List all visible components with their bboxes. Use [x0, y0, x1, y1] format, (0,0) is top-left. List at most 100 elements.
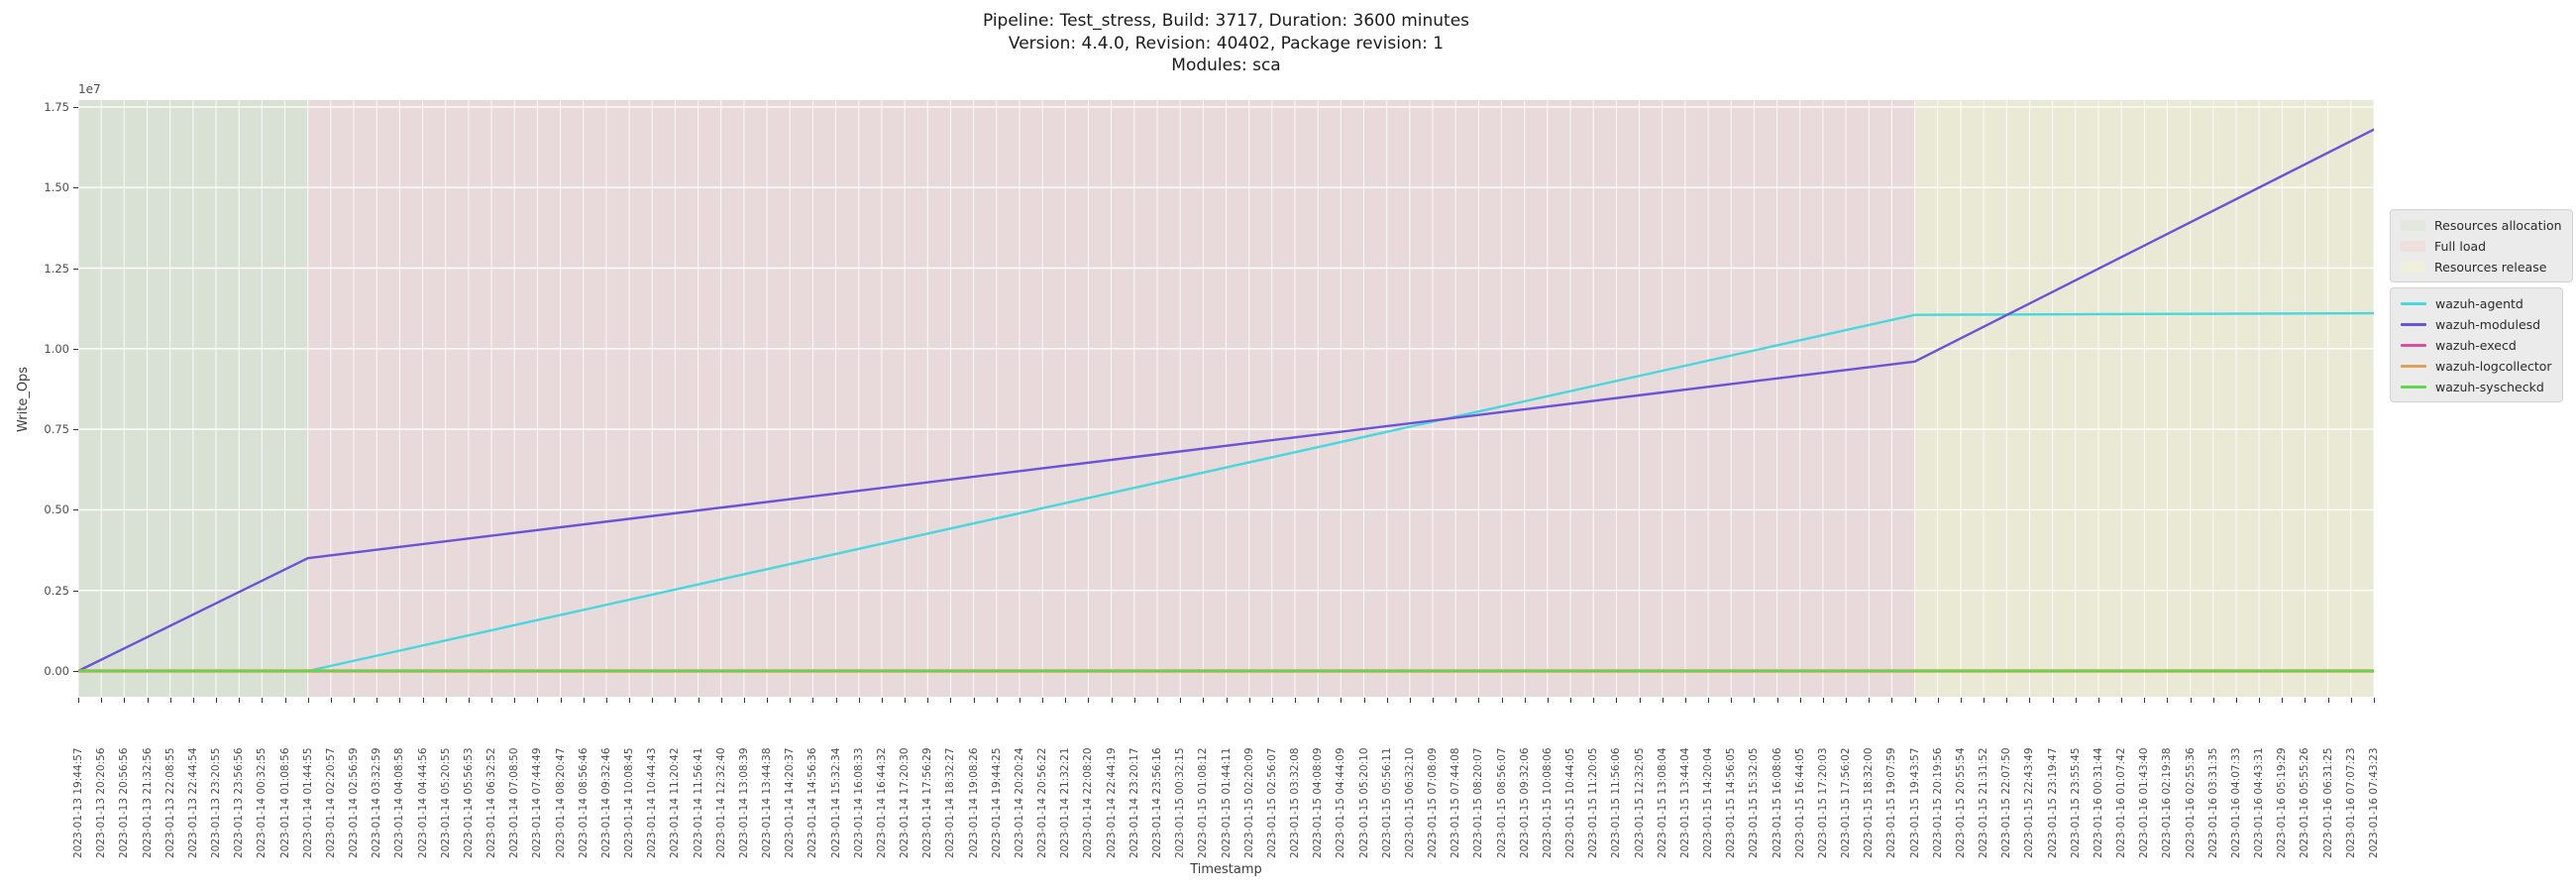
x-tick-label: 2023-01-14 01:44:55	[301, 747, 314, 858]
legend-series-label: wazuh-logcollector	[2435, 358, 2552, 374]
x-tick-mark	[514, 698, 516, 703]
x-tick-label: 2023-01-15 01:44:11	[1220, 747, 1233, 858]
x-tick-label: 2023-01-14 21:32:21	[1059, 747, 1072, 858]
x-tick-mark	[78, 698, 79, 703]
x-tick-label: 2023-01-14 18:32:27	[944, 747, 957, 858]
x-tick-label: 2023-01-14 14:20:37	[784, 747, 797, 858]
y-tick-label: 0.50	[44, 502, 69, 517]
x-tick-label: 2023-01-14 03:32:59	[371, 747, 383, 858]
x-tick-mark	[1731, 698, 1733, 703]
x-tick-mark	[399, 698, 401, 703]
x-tick-label: 2023-01-13 20:20:56	[95, 747, 108, 858]
x-tick-label: 2023-01-15 06:32:10	[1403, 747, 1416, 858]
x-tick-mark	[537, 698, 539, 703]
x-tick-mark	[2259, 698, 2261, 703]
x-tick-label: 2023-01-14 02:20:57	[324, 747, 337, 858]
x-tick-label: 2023-01-14 19:44:25	[990, 747, 1003, 858]
x-tick-mark	[858, 698, 860, 703]
x-tick-label: 2023-01-15 21:31:52	[1978, 747, 1990, 858]
x-tick-mark	[2374, 698, 2375, 703]
x-tick-mark	[881, 698, 883, 703]
legend-row-series: wazuh-modulesd	[2401, 316, 2552, 332]
x-tick-label: 2023-01-16 07:07:23	[2344, 747, 2357, 858]
x-tick-mark	[1386, 698, 1388, 703]
x-tick-label: 2023-01-15 14:20:04	[1702, 747, 1715, 858]
x-tick-mark	[560, 698, 562, 703]
x-tick-mark	[905, 698, 907, 703]
x-tick-label: 2023-01-14 11:20:42	[669, 747, 682, 858]
x-tick-mark	[169, 698, 171, 703]
x-tick-label: 2023-01-15 22:43:49	[2023, 747, 2036, 858]
y-tick-label: 1.75	[44, 99, 69, 114]
x-tick-label: 2023-01-15 02:56:07	[1265, 747, 1278, 858]
legend-line-icon	[2401, 322, 2426, 326]
x-tick-mark	[1570, 698, 1572, 703]
x-tick-label: 2023-01-14 02:56:59	[348, 747, 361, 858]
x-tick-mark	[767, 698, 769, 703]
x-tick-label: 2023-01-14 20:56:22	[1036, 747, 1049, 858]
x-tick-mark	[1111, 698, 1113, 703]
x-tick-mark	[1937, 698, 1939, 703]
x-tick-label: 2023-01-15 12:32:05	[1633, 747, 1646, 858]
x-tick-mark	[1799, 698, 1801, 703]
x-tick-mark	[927, 698, 929, 703]
x-tick-mark	[1042, 698, 1044, 703]
x-tick-label: 2023-01-15 16:44:05	[1793, 747, 1806, 858]
x-tick-label: 2023-01-15 20:19:56	[1931, 747, 1944, 858]
x-tick-label: 2023-01-16 04:43:31	[2253, 747, 2266, 858]
x-tick-label: 2023-01-16 03:31:35	[2206, 747, 2219, 858]
x-tick-label: 2023-01-15 07:08:09	[1427, 747, 1440, 858]
x-tick-label: 2023-01-15 11:20:05	[1587, 747, 1600, 858]
x-tick-mark	[1708, 698, 1710, 703]
x-tick-label: 2023-01-15 08:20:07	[1472, 747, 1485, 858]
x-tick-label: 2023-01-13 19:44:57	[72, 747, 84, 858]
x-tick-label: 2023-01-14 16:44:32	[875, 747, 888, 858]
y-tick-label: 1.25	[44, 261, 69, 276]
x-tick-label: 2023-01-15 01:08:12	[1197, 747, 1210, 858]
x-tick-mark	[1639, 698, 1641, 703]
x-tick-label: 2023-01-16 01:43:40	[2138, 747, 2151, 858]
x-tick-mark	[812, 698, 814, 703]
x-tick-mark	[2006, 698, 2008, 703]
x-tick-label: 2023-01-15 05:56:11	[1380, 747, 1393, 858]
x-tick-mark	[629, 698, 631, 703]
x-tick-label: 2023-01-14 08:20:47	[554, 747, 567, 858]
x-tick-label: 2023-01-16 06:31:25	[2321, 747, 2334, 858]
x-tick-label: 2023-01-15 22:07:50	[2000, 747, 2013, 858]
legend-line-icon	[2401, 364, 2426, 368]
y-tick-mark	[73, 348, 78, 350]
x-tick-mark	[2235, 698, 2237, 703]
x-tick-label: 2023-01-15 17:56:02	[1840, 747, 1853, 858]
x-tick-mark	[583, 698, 585, 703]
x-tick-label: 2023-01-14 14:56:36	[806, 747, 819, 858]
legend-row-region: Resources allocation	[2401, 217, 2562, 233]
legend-row-series: wazuh-execd	[2401, 337, 2552, 353]
x-tick-label: 2023-01-13 20:56:56	[118, 747, 131, 858]
x-tick-mark	[445, 698, 447, 703]
x-tick-mark	[1478, 698, 1480, 703]
x-tick-mark	[1341, 698, 1342, 703]
legend-region-label: Resources release	[2434, 259, 2547, 275]
x-tick-mark	[950, 698, 952, 703]
x-tick-mark	[192, 698, 194, 703]
x-tick-label: 2023-01-14 10:44:43	[646, 747, 659, 858]
legend-line-icon	[2401, 301, 2426, 305]
x-tick-label: 2023-01-15 19:43:57	[1908, 747, 1921, 858]
y-tick-label: 1.50	[44, 180, 69, 195]
x-tick-mark	[262, 698, 264, 703]
x-tick-label: 2023-01-13 22:44:54	[186, 747, 199, 858]
x-tick-label: 2023-01-14 22:44:19	[1105, 747, 1118, 858]
x-tick-label: 2023-01-15 11:56:06	[1610, 747, 1623, 858]
x-tick-label: 2023-01-15 19:07:59	[1885, 747, 1898, 858]
y-tick-mark	[73, 509, 78, 511]
x-tick-mark	[720, 698, 722, 703]
x-tick-label: 2023-01-14 10:08:45	[623, 747, 636, 858]
x-tick-mark	[2282, 698, 2284, 703]
x-tick-label: 2023-01-15 10:44:05	[1564, 747, 1577, 858]
x-tick-mark	[1409, 698, 1411, 703]
x-tick-mark	[1754, 698, 1756, 703]
x-axis-label: Timestamp	[1190, 862, 1262, 877]
x-tick-mark	[2350, 698, 2352, 703]
x-tick-label: 2023-01-13 23:20:55	[210, 747, 223, 858]
